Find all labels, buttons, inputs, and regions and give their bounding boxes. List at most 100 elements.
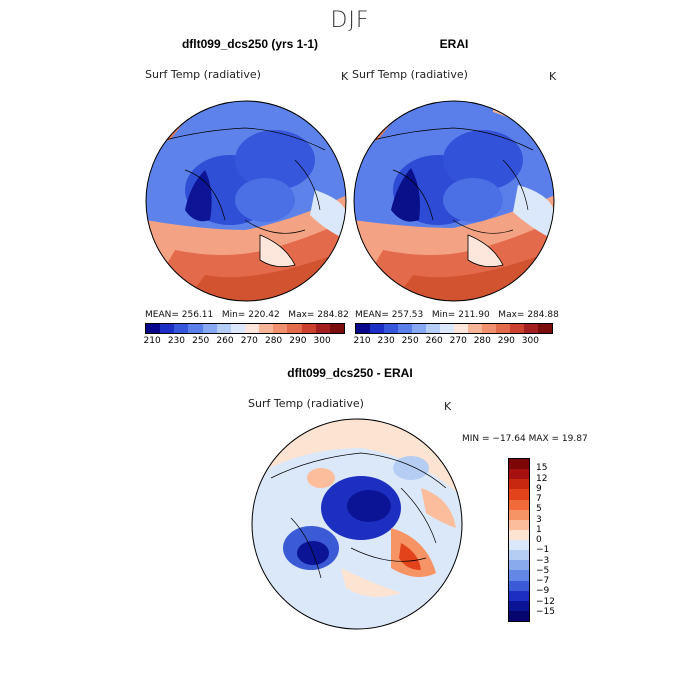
colorbar-tick-label: 270 [240, 336, 258, 346]
colorbar-swatch [509, 570, 529, 581]
colorbar-swatch [454, 324, 468, 333]
colorbar-tick-label: 300 [521, 336, 539, 346]
colorbar-swatch [146, 324, 161, 333]
diff-panel-polar-map [251, 418, 463, 630]
colorbar-tick-label: −9 [536, 586, 550, 597]
colorbar-tick-label: 260 [216, 336, 234, 346]
colorbar-swatch [287, 324, 302, 333]
colorbar-swatch [468, 324, 482, 333]
colorbar-swatch [440, 324, 454, 333]
colorbar-tick-label: 300 [313, 336, 331, 346]
colorbar-tick-label: 290 [289, 336, 307, 346]
panel-1-max: 284.82 [317, 310, 349, 320]
colorbar-swatch [482, 324, 496, 333]
colorbar-swatch [509, 610, 529, 621]
colorbar-swatch [509, 590, 529, 601]
colorbar-tick-label: −7 [536, 576, 550, 586]
diff-panel-units: K [444, 400, 452, 413]
colorbar-tick-label: 280 [473, 336, 491, 346]
panel-2-units: K [549, 70, 557, 83]
colorbar-swatch [230, 324, 245, 333]
colorbar-swatch [426, 324, 440, 333]
colorbar-swatch [356, 324, 370, 333]
colorbar-swatch [329, 324, 344, 333]
colorbar-tick-label: 0 [536, 535, 542, 545]
colorbar-tick-label: 7 [536, 494, 542, 504]
colorbar-swatch [398, 324, 412, 333]
panel-2-mean: 257.53 [391, 310, 424, 320]
colorbar-swatch [509, 560, 529, 571]
diff-panel-title: dflt099_dcs250 - ERAI [287, 366, 413, 380]
colorbar-tick-label: 280 [264, 336, 283, 346]
colorbar-tick-label: −12 [536, 596, 555, 607]
colorbar-tick-label: 230 [167, 336, 186, 346]
panel-2-title: ERAI [439, 37, 469, 51]
colorbar-swatch [509, 469, 529, 480]
colorbar-tick-label: 250 [192, 336, 210, 346]
panel-1-colorbar-labels: 210 230 250 260 270 280 290 300 [143, 336, 345, 348]
colorbar-swatch [496, 324, 510, 333]
colorbar-swatch [412, 324, 426, 333]
colorbar-swatch [509, 600, 529, 611]
panel-1-polar-map [145, 100, 347, 302]
colorbar-swatch [509, 580, 529, 591]
colorbar-tick-label: −15 [536, 606, 555, 617]
colorbar-swatch [509, 499, 529, 510]
colorbar-swatch [174, 324, 189, 333]
panel-2-max: 284.88 [527, 310, 559, 320]
colorbar-swatch [509, 479, 529, 490]
colorbar-tick-label: 210 [143, 336, 161, 346]
panel-1-title: dflt099_dcs250 (yrs 1-1) [181, 37, 319, 51]
colorbar-swatch [216, 324, 231, 333]
colorbar-swatch [509, 519, 529, 530]
panel-1-units: K [341, 70, 349, 83]
panel-2-polar-map [353, 100, 555, 302]
colorbar-tick-label: 290 [497, 336, 515, 346]
colorbar-swatch [202, 324, 217, 333]
colorbar-swatch [509, 540, 529, 551]
colorbar-tick-label: 270 [449, 336, 467, 346]
colorbar-tick-label: 5 [536, 504, 542, 515]
colorbar-swatch [538, 324, 552, 333]
colorbar-tick-label: 250 [401, 336, 419, 346]
colorbar-swatch [509, 509, 529, 520]
colorbar-swatch [509, 529, 529, 540]
colorbar-swatch [259, 324, 274, 333]
colorbar-swatch [509, 550, 529, 561]
diff-panel-variable: Surf Temp (radiative) [248, 397, 364, 410]
colorbar-tick-label: −1 [536, 545, 550, 556]
colorbar-swatch [384, 324, 398, 333]
panel-2-colorbar [355, 323, 553, 334]
colorbar-swatch [370, 324, 384, 333]
panel-1-mean: 256.11 [181, 310, 214, 320]
colorbar-tick-label: 210 [353, 336, 371, 346]
colorbar-swatch [509, 459, 529, 470]
panel-1-stats: MEAN= 256.11 Min= 220.42 Max= 284.82 [145, 310, 349, 320]
colorbar-tick-label: −5 [536, 565, 550, 576]
panel-1-variable: Surf Temp (radiative) [145, 68, 261, 81]
diff-colorbar [508, 458, 530, 622]
colorbar-swatch [509, 489, 529, 500]
panel-2-min: 211.90 [458, 310, 490, 320]
colorbar-swatch [301, 324, 316, 333]
panel-1-min: 220.42 [248, 310, 280, 320]
diff-colorbar-labels: 15 12 9 7 5 3 1 0 −1 −3 −5 −7 −9 −12 −15 [536, 458, 576, 622]
colorbar-swatch [160, 324, 175, 333]
colorbar-tick-label: 3 [536, 514, 542, 525]
colorbar-tick-label: 9 [536, 483, 542, 494]
diff-panel-stats: MIN = −17.64 MAX = 19.87 [462, 434, 588, 444]
colorbar-tick-label: −3 [536, 555, 550, 566]
colorbar-swatch [315, 324, 330, 333]
colorbar-tick-label: 230 [377, 336, 395, 346]
panel-2-variable: Surf Temp (radiative) [352, 68, 468, 81]
colorbar-swatch [524, 324, 538, 333]
colorbar-swatch [510, 324, 524, 333]
colorbar-tick-label: 15 [536, 463, 548, 474]
colorbar-tick-label: 12 [536, 473, 548, 484]
panel-2-stats: MEAN= 257.53 Min= 211.90 Max= 284.88 [355, 310, 559, 320]
colorbar-swatch [244, 324, 260, 333]
season-title: DJF [330, 8, 370, 33]
colorbar-tick-label: 260 [425, 336, 443, 346]
colorbar-swatch [273, 324, 288, 333]
colorbar-tick-label: 1 [536, 524, 542, 535]
